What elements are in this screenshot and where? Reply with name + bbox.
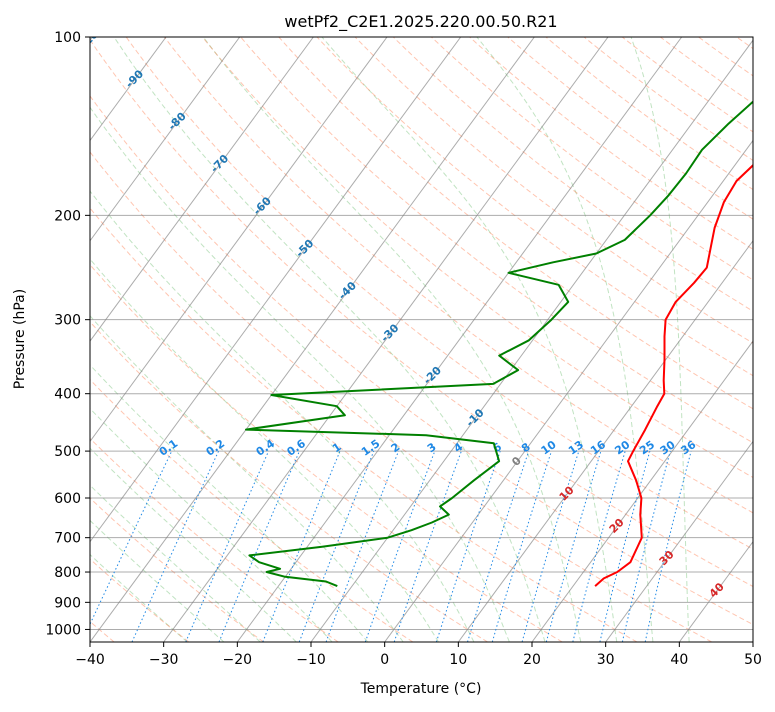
x-tick-label: −40 [75,652,105,668]
y-tick-label: 1000 [45,622,81,638]
y-tick-label: 700 [54,531,81,547]
x-tick-label: 40 [670,652,688,668]
y-tick-label: 300 [54,313,81,329]
y-tick-label: 400 [54,387,81,403]
y-tick-label: 200 [54,208,81,224]
x-tick-label: −20 [223,652,253,668]
x-tick-label: −10 [296,652,326,668]
y-axis-label: Pressure (hPa) [12,289,28,389]
x-tick-label: 30 [597,652,615,668]
y-tick-label: 900 [54,595,81,611]
x-tick-label: 50 [744,652,762,668]
x-tick-label: −30 [149,652,179,668]
x-axis-label: Temperature (°C) [360,681,482,697]
y-tick-label: 600 [54,491,81,507]
x-tick-label: 0 [380,652,389,668]
chart-title: wetPf2_C2E1.2025.220.00.50.R21 [284,12,557,32]
y-tick-label: 500 [54,444,81,460]
y-tick-label: 100 [54,30,81,46]
x-tick-label: 20 [523,652,541,668]
y-tick-label: 800 [54,565,81,581]
x-tick-label: 10 [449,652,467,668]
